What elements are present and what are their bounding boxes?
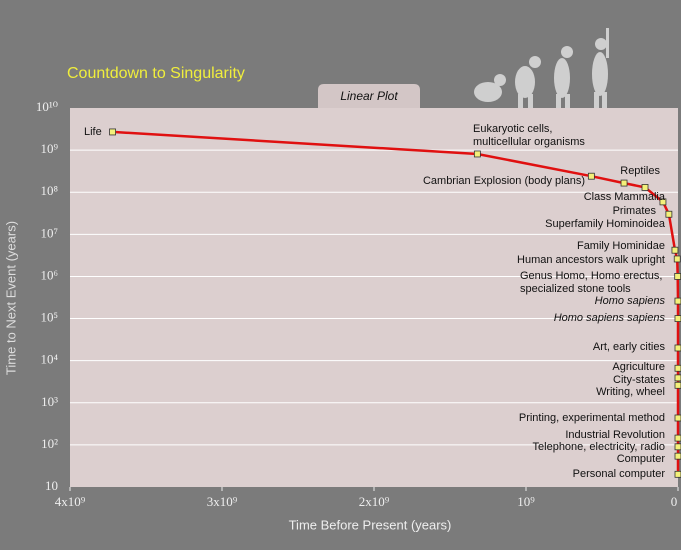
- data-point: [473, 150, 481, 158]
- event-label: Industrial Revolution: [565, 429, 665, 441]
- event-label: Art, early cities: [593, 341, 666, 353]
- data-point: [674, 381, 681, 389]
- data-point: [674, 434, 681, 442]
- x-axis-title: Time Before Present (years): [289, 517, 452, 532]
- y-tick-label: 10⁷: [40, 225, 58, 240]
- data-point: [109, 128, 116, 136]
- y-tick-label: 10⁵: [40, 310, 58, 325]
- event-label: Family Hominidae: [577, 240, 665, 252]
- event-label: Telephone, electricity, radio: [533, 441, 665, 453]
- event-label: Writing, wheel: [596, 386, 665, 398]
- y-tick-label: 10: [45, 478, 58, 493]
- data-point: [671, 246, 679, 254]
- x-tick-label: 2x10⁹: [359, 494, 390, 509]
- y-tick-label: 10⁸: [40, 183, 58, 198]
- evolution-silhouettes: [474, 28, 609, 108]
- x-tick-label: 10⁹: [517, 494, 535, 509]
- tab: [318, 84, 420, 108]
- event-label: multicellular organisms: [473, 136, 585, 148]
- y-tick-label: 10⁶: [40, 267, 58, 282]
- data-point: [674, 452, 681, 460]
- chart-title: Countdown to Singularity: [67, 65, 245, 82]
- data-point: [674, 364, 681, 372]
- data-point: [674, 443, 681, 451]
- x-tick-label: 4x10⁹: [55, 494, 86, 509]
- y-tick-label: 10⁹: [40, 141, 58, 156]
- event-label: Printing, experimental method: [519, 412, 665, 424]
- data-point: [620, 179, 628, 187]
- y-tick-label: 10³: [41, 394, 58, 409]
- data-point: [641, 184, 649, 191]
- event-label: Class Mammalia: [584, 191, 666, 203]
- data-point: [674, 470, 681, 478]
- event-label: Homo sapiens: [595, 295, 666, 307]
- event-label: Life: [84, 126, 102, 138]
- event-label: Genus Homo, Homo erectus,: [520, 270, 662, 282]
- event-label: Eukaryotic cells,: [473, 123, 552, 135]
- event-label: Cambrian Explosion (body plans): [423, 175, 585, 187]
- data-point: [674, 315, 681, 322]
- data-point: [673, 255, 681, 263]
- event-label: specialized stone tools: [520, 283, 631, 295]
- x-tick-label: 3x10⁹: [207, 494, 238, 509]
- event-label: Human ancestors walk upright: [517, 254, 665, 266]
- event-label: Agriculture: [612, 361, 665, 373]
- y-tick-label: 10¹⁰: [36, 99, 58, 114]
- event-label: Personal computer: [573, 468, 666, 480]
- event-label: City-states: [613, 374, 665, 386]
- y-tick-label: 10⁴: [40, 352, 58, 367]
- event-label: Homo sapiens sapiens: [554, 312, 666, 324]
- plot-area: [70, 108, 678, 487]
- data-point: [674, 414, 681, 422]
- event-label: Reptiles: [620, 165, 660, 177]
- plot-label: Linear Plot: [340, 89, 398, 103]
- data-point: [674, 297, 681, 305]
- y-axis-title: Time to Next Event (years): [3, 221, 18, 375]
- event-label: Primates: [613, 205, 657, 217]
- data-point: [665, 210, 673, 218]
- data-point: [674, 374, 681, 382]
- data-point: [659, 198, 667, 206]
- data-point: [674, 273, 681, 280]
- x-tick-label: 0: [671, 494, 678, 509]
- event-label: Computer: [617, 453, 666, 465]
- data-point: [674, 344, 681, 352]
- event-label: Superfamily Hominoidea: [545, 218, 666, 230]
- y-tick-label: 10²: [41, 436, 58, 451]
- data-point: [587, 172, 595, 180]
